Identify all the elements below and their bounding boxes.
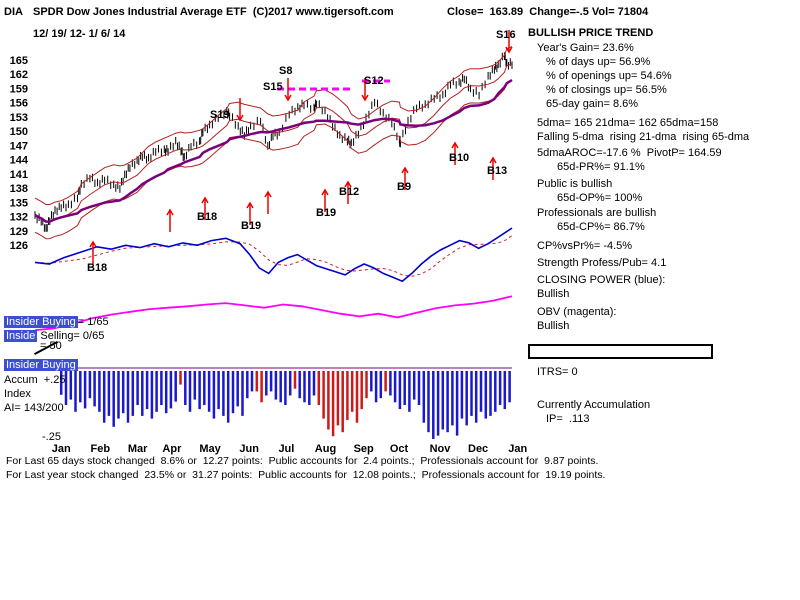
insider-selling-highlight: Inside [4,330,38,342]
candles-group [34,52,513,232]
accum-scale-label: Accum +.25 [4,374,66,386]
lower-band-line [34,80,513,240]
svg-text:S19: S19 [210,109,230,121]
svg-text:B19: B19 [241,220,261,232]
svg-text:B12: B12 [339,186,359,198]
svg-text:138: 138 [10,183,28,195]
svg-text:May: May [199,443,221,455]
itrs-box [528,344,713,359]
insider-buying-value: = 1/65 [77,316,109,328]
svg-text:Nov: Nov [430,443,452,455]
panel-65d-pr: 65d-PR%= 91.1% [557,161,645,173]
panel-dma-trends: Falling 5-dma rising 21-dma rising 65-dm… [537,131,750,143]
svg-text:159: 159 [10,84,28,96]
y-axis-labels: 165 162 159 156 153 150 147 144 141 138 135 132 129 1… [10,55,29,252]
svg-text:Oct: Oct [390,443,409,455]
svg-text:B13: B13 [487,165,507,177]
closing-power-line [34,227,513,283]
summary-65day: For Last 65 days stock changed 8.6% or 1… [6,455,599,467]
svg-text:S8: S8 [279,65,292,77]
svg-text:144: 144 [10,155,29,167]
svg-text:Mar: Mar [128,443,148,455]
panel-years-gain: Year's Gain= 23.6% [537,42,634,54]
svg-text:Jun: Jun [239,443,259,455]
panel-strength-ratio: Strength Profess/Pub= 4.1 [537,257,667,269]
panel-professional-sentiment: Professionals are bullish [537,207,657,219]
panel-trend-status: BULLISH PRICE TREND [528,27,654,39]
panel-obv-label: OBV (magenta): [537,306,617,318]
svg-text:Feb: Feb [91,443,111,455]
panel-openings-up: % of openings up= 54.6% [546,70,672,82]
panel-public-sentiment: Public is bullish [537,178,613,190]
panel-65d-op: 65d-OP%= 100% [557,192,643,204]
ticker-symbol: DIA [4,6,23,18]
insider-buying-highlight: Insider Buying [4,316,78,328]
obv-line [34,295,513,332]
x-axis-months: Jan Feb Mar Apr May Jun Jul Aug Sep Oct Nov Dec Jan [52,443,528,455]
panel-itrs: ITRS= 0 [537,366,578,378]
ma21-line [34,63,513,223]
svg-text:126: 126 [10,240,28,252]
panel-ip: IP= .113 [546,413,590,425]
insider-buying-stat: Insider Buying = 1/65 [4,316,109,329]
date-range: 12/ 19/ 12- 1/ 6/ 14 [33,28,126,40]
svg-text:B9: B9 [397,181,411,193]
svg-text:B18: B18 [87,262,107,274]
panel-cp-vs-pr: CP%vsPr%= -4.5% [537,240,633,252]
svg-text:S15: S15 [263,81,283,93]
svg-text:S12: S12 [364,75,384,87]
panel-aroc-pivot: 5dmaAROC=-17.6 % PivotP= 164.59 [537,147,722,159]
svg-text:Aug: Aug [315,443,336,455]
window-title: SPDR Dow Jones Industrial Average ETF (C… [33,6,394,18]
svg-text:Apr: Apr [162,443,182,455]
svg-text:147: 147 [10,140,28,152]
svg-text:135: 135 [10,197,28,209]
ai-value-label: AI= 143/200 [4,402,64,414]
panel-accumulation-status: Currently Accumulation [537,399,651,411]
svg-text:162: 162 [10,69,28,81]
panel-days-up: % of days up= 56.9% [546,56,651,68]
svg-text:B18: B18 [197,211,217,223]
panel-obv-status: Bullish [537,320,570,332]
ma65-line [34,79,513,223]
index-label: Index [4,388,31,400]
svg-text:150: 150 [10,126,28,138]
insider-buying-caption: Insider Buying [4,359,78,371]
svg-text:129: 129 [10,226,28,238]
quote-info: Close= 163.89 Change=-.5 Vol= 71804 [447,6,649,18]
panel-65d-cp: 65d-CP%= 86.7% [557,221,645,233]
svg-text:S16: S16 [496,29,516,41]
svg-text:132: 132 [10,212,28,224]
panel-65day-gain: 65-day gain= 8.6% [546,98,639,110]
panel-closing-power-label: CLOSING POWER (blue): [537,274,666,286]
panel-dma-values: 5dma= 165 21dma= 162 65dma=158 [537,117,719,129]
neg-scale-label: -.25 [42,431,61,443]
signal-arrows-group [89,30,513,264]
panel-closings-up: % of closings up= 56.5% [546,84,667,96]
svg-text:B10: B10 [449,152,469,164]
svg-text:141: 141 [10,169,28,181]
summary-year: For Last year stock changed 23.5% or 31.… [6,469,606,481]
svg-text:Sep: Sep [354,443,374,455]
svg-text:Jan: Jan [52,443,71,455]
svg-text:Jan: Jan [508,443,527,455]
accumulation-bars-group [59,371,511,439]
svg-text:Dec: Dec [468,443,488,455]
svg-text:156: 156 [10,98,28,110]
insider-selling-stat: Inside Selling= 0/65 [4,330,104,343]
svg-text:165: 165 [10,55,28,67]
svg-text:153: 153 [10,112,28,124]
upper-band-line [34,46,513,205]
insider-selling-value: Selling= 0/65 [37,330,105,342]
svg-text:Jul: Jul [278,443,294,455]
svg-text:B19: B19 [316,207,336,219]
panel-closing-power-status: Bullish [537,288,570,300]
